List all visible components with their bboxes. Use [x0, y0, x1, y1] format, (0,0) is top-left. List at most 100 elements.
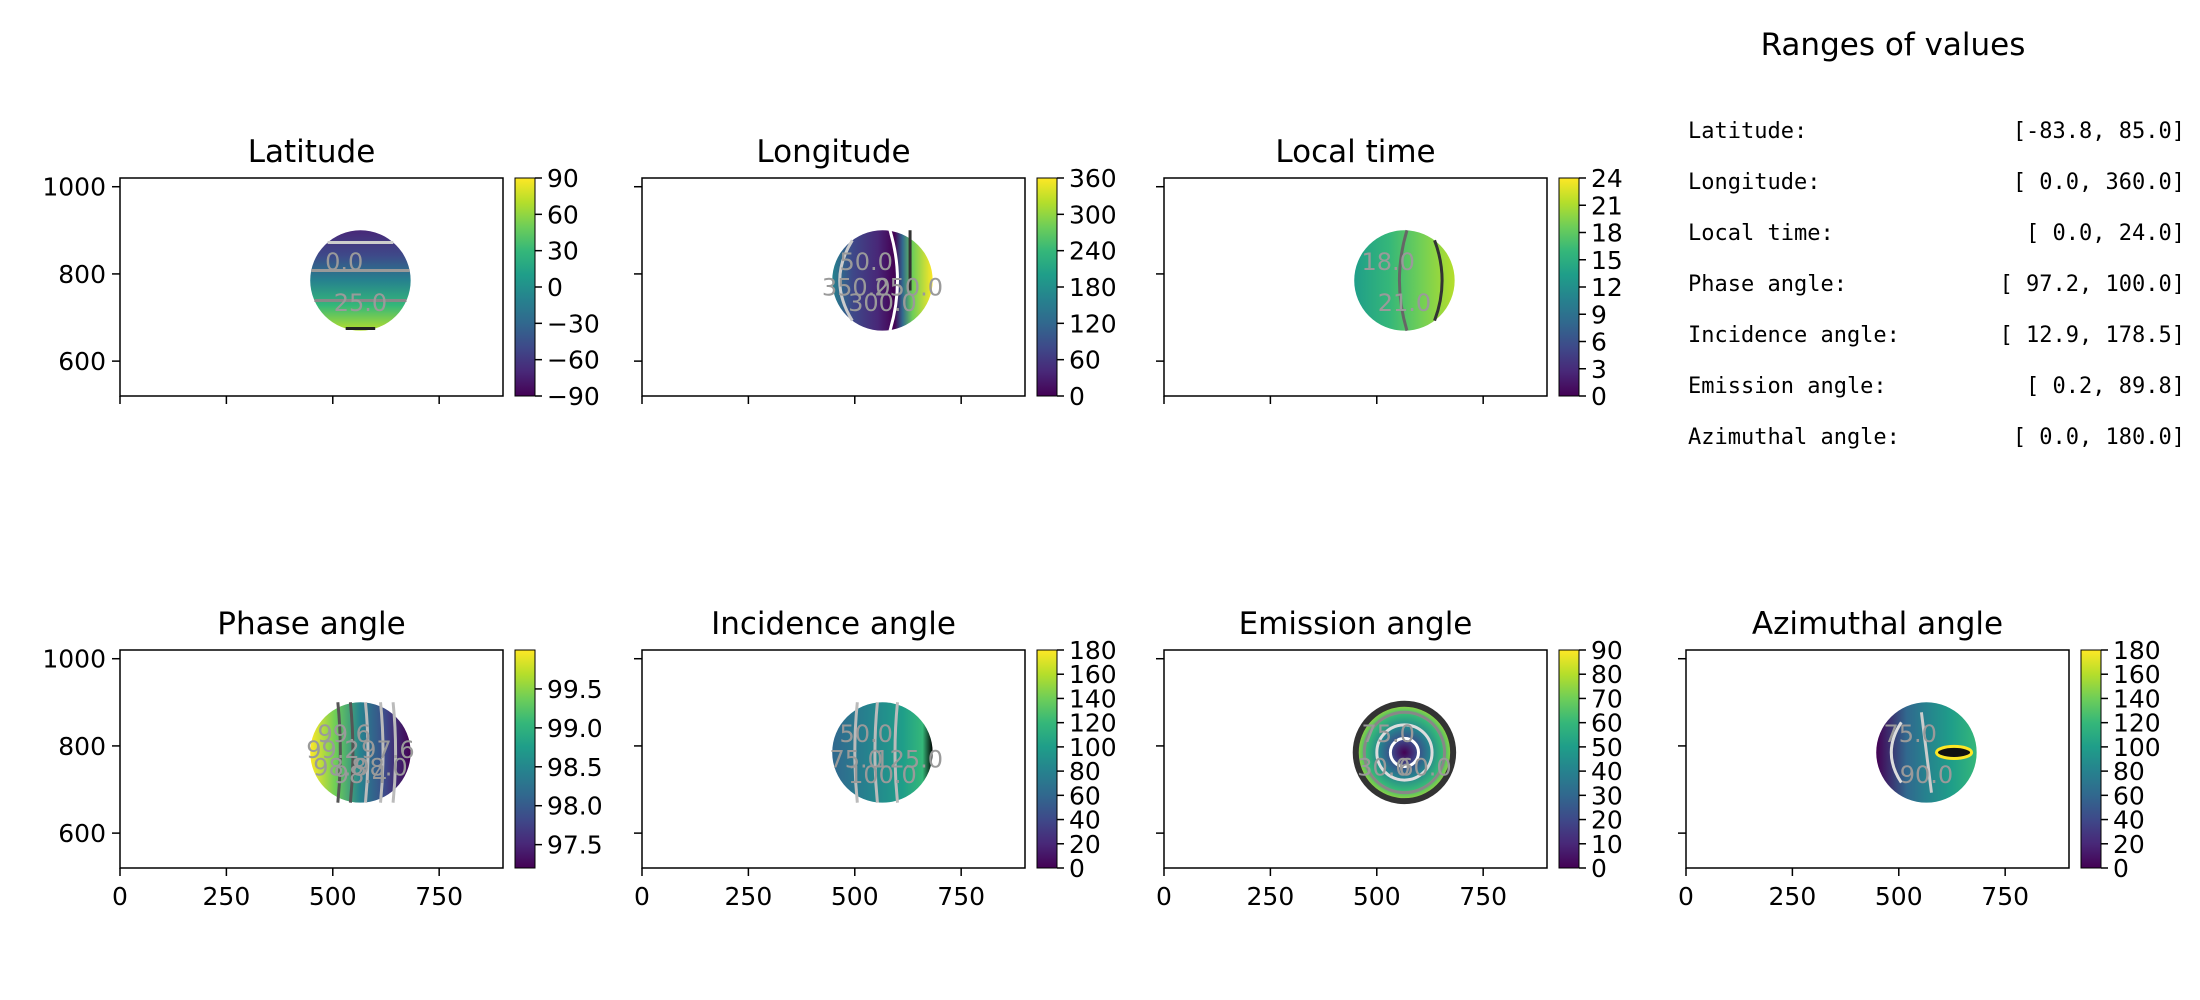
colorbar — [1037, 178, 1057, 396]
x-tick-label: 250 — [725, 882, 773, 911]
colorbar-tick-label: 24 — [1591, 164, 1623, 193]
contour-line — [838, 239, 854, 322]
contour-label: 99.2 — [306, 736, 359, 764]
axes-frame — [641, 649, 1026, 869]
colorbar-tick-label: 0 — [2113, 854, 2129, 883]
colorbar-tick-label: 70 — [1591, 684, 1623, 713]
panel-title: Phase angle — [217, 606, 405, 642]
y-tick-label: 800 — [58, 732, 106, 761]
colorbar-tick-label: 60 — [2113, 781, 2145, 810]
colorbar-tick-label: 50 — [1591, 733, 1623, 762]
contour-label: 300.0 — [848, 289, 917, 317]
colorbar-tick-label: 99.0 — [547, 714, 603, 743]
contour-line — [379, 702, 385, 803]
range-value: [ 0.0, 24.0] — [2026, 221, 2185, 246]
plot-area: 0.0 25.0 — [310, 230, 411, 331]
contour-line — [1934, 744, 1974, 760]
colorbar-tick-label: 140 — [1069, 684, 1117, 713]
contour-line — [1352, 700, 1457, 805]
range-value: [ 0.2, 89.8] — [2026, 374, 2185, 399]
range-label: Latitude: — [1688, 119, 1807, 144]
colorbar-tick-label: 20 — [2113, 830, 2145, 859]
contour-line — [363, 702, 370, 803]
contour-label: 30.0 — [1357, 754, 1410, 782]
colorbar-tick-label: 120 — [2113, 709, 2161, 738]
x-tick-label: 250 — [1769, 882, 1817, 911]
contour-line — [1433, 239, 1444, 322]
y-tick-label: 600 — [58, 347, 106, 376]
colorbar-tick-label: 10 — [1591, 830, 1623, 859]
colorbar-tick-label: 98.5 — [547, 753, 603, 782]
range-label: Azimuthal angle: — [1688, 425, 1900, 450]
axes-frame — [119, 649, 504, 869]
axes-frame — [1685, 649, 2070, 869]
colorbar — [1037, 650, 1057, 868]
contour-label: 98.8 — [313, 754, 366, 782]
x-tick-label: 750 — [1981, 882, 2029, 911]
x-tick-label: 0 — [1678, 882, 1694, 911]
panel-title: Latitude — [248, 134, 376, 170]
colorbar-tick-label: 360 — [1069, 164, 1117, 193]
panel-title: Azimuthal angle — [1752, 606, 2003, 642]
range-value: [ 0.0, 180.0] — [2013, 425, 2185, 450]
colorbar-tick-label: 9 — [1591, 300, 1607, 329]
x-tick-label: 500 — [831, 882, 879, 911]
colorbar-tick-label: 60 — [1069, 781, 1101, 810]
x-tick-label: 500 — [1875, 882, 1923, 911]
colorbar-tick-label: 240 — [1069, 237, 1117, 266]
colorbar — [1559, 178, 1579, 396]
colorbar-tick-label: 0 — [1069, 854, 1085, 883]
contour-label: 98.0 — [354, 754, 407, 782]
x-tick-label: 750 — [415, 882, 463, 911]
contour-label: 60.0 — [1398, 754, 1451, 782]
disc — [310, 702, 411, 803]
colorbar-tick-label: 0 — [1591, 854, 1607, 883]
colorbar-tick-label: 40 — [2113, 806, 2145, 835]
contour-label: 97.6 — [361, 736, 414, 764]
colorbar-tick-label: 80 — [1069, 757, 1101, 786]
contour-label: 100.0 — [848, 761, 917, 789]
contour-label: 99.6 — [317, 720, 370, 748]
range-label: Longitude: — [1688, 170, 1820, 195]
axes-frame — [1163, 177, 1548, 397]
range-label: Emission angle: — [1688, 374, 1887, 399]
colorbar-tick-label: 40 — [1591, 757, 1623, 786]
colorbar-tick-label: 3 — [1591, 355, 1607, 384]
contour-line — [893, 702, 899, 803]
colorbar-tick-label: 90 — [547, 164, 579, 193]
colorbar-tick-label: 99.5 — [547, 675, 603, 704]
x-tick-label: 0 — [112, 882, 128, 911]
colorbar-tick-label: 140 — [2113, 684, 2161, 713]
colorbar — [515, 178, 535, 396]
panel-title: Local time — [1275, 134, 1435, 170]
contour-line — [1362, 710, 1447, 795]
colorbar — [2081, 650, 2101, 868]
contour-line — [853, 702, 859, 803]
x-tick-label: 500 — [309, 882, 357, 911]
colorbar — [1559, 650, 1579, 868]
colorbar-tick-label: 160 — [1069, 660, 1117, 689]
y-tick-label: 600 — [58, 819, 106, 848]
plot-area: 99.699.298.898.498.097.6 — [306, 702, 415, 803]
y-tick-label: 1000 — [42, 173, 106, 202]
colorbar-tick-label: 97.5 — [547, 831, 603, 860]
contour-label: 50.0 — [839, 248, 892, 276]
x-tick-label: 750 — [937, 882, 985, 911]
y-tick-label: 1000 — [42, 645, 106, 674]
axes-frame — [1163, 649, 1548, 869]
colorbar-tick-label: 98.0 — [547, 792, 603, 821]
panel-title: Longitude — [756, 134, 910, 170]
range-label: Incidence angle: — [1688, 323, 1900, 348]
colorbar-tick-label: 180 — [1069, 636, 1117, 665]
colorbar-tick-label: 90 — [1591, 636, 1623, 665]
panels: Latitude0.025.06008001000−90−60−30030609… — [42, 134, 2160, 911]
colorbar-tick-label: 60 — [1591, 709, 1623, 738]
contour-label: 75.0 — [1883, 720, 1936, 748]
disc — [1354, 230, 1455, 331]
contour-label: 125.0 — [874, 745, 943, 773]
colorbar-tick-label: 0 — [547, 273, 563, 302]
